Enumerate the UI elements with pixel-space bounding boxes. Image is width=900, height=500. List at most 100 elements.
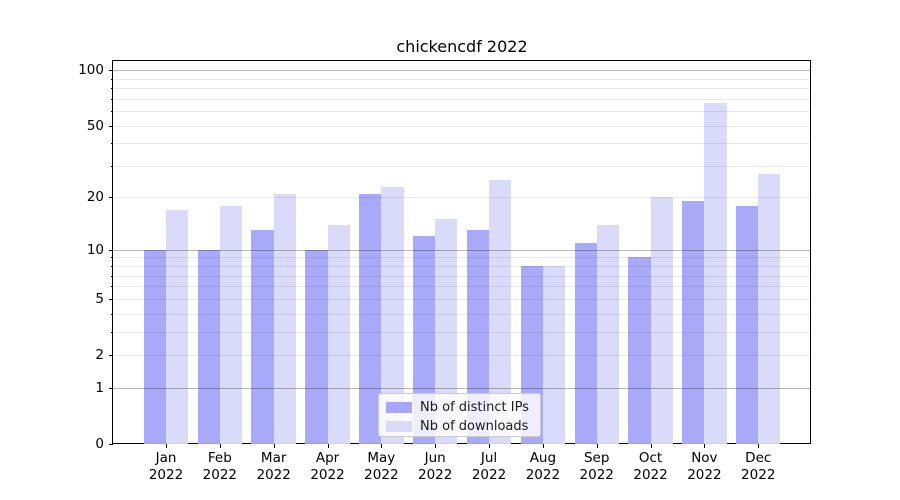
gridline-minor xyxy=(113,143,811,145)
gridline-major xyxy=(113,249,811,251)
x-tick-mark xyxy=(381,444,383,448)
y-minor-tick-mark xyxy=(110,98,113,100)
y-minor-tick-mark xyxy=(110,331,113,333)
y-tick-label: 10 xyxy=(86,241,104,258)
x-tick-year: 2022 xyxy=(418,467,453,483)
gridline-minor xyxy=(113,111,811,113)
x-tick-month: Nov xyxy=(691,450,718,466)
bar-downloads-nov xyxy=(704,103,727,444)
x-tick-mark xyxy=(435,444,437,448)
x-tick-label-nov: Nov 2022 xyxy=(676,450,732,484)
y-minor-tick-mark xyxy=(110,125,113,127)
legend: Nb of distinct IPs Nb of downloads xyxy=(378,393,541,437)
bar-ips-feb xyxy=(197,249,220,444)
bar-downloads-may xyxy=(381,186,404,444)
gridline-minor xyxy=(113,125,811,127)
gridline-minor xyxy=(113,78,811,80)
gridline-major xyxy=(113,70,811,72)
bar-ips-may xyxy=(359,193,382,444)
bar-downloads-feb xyxy=(219,205,243,444)
bar-ips-apr xyxy=(305,249,328,444)
bar-ips-mar xyxy=(251,230,274,444)
y-tick-label: 20 xyxy=(86,189,104,206)
x-tick-year: 2022 xyxy=(148,467,184,483)
gridline-minor xyxy=(113,286,811,288)
y-minor-tick-mark xyxy=(110,313,113,315)
x-tick-label-mar: Mar 2022 xyxy=(246,450,302,484)
gridline-minor xyxy=(113,98,811,100)
gridline-minor xyxy=(113,88,811,90)
gridline-minor xyxy=(113,266,811,268)
gridline-minor xyxy=(113,313,811,315)
x-tick-month: Jun xyxy=(424,450,446,466)
y-tick-mark xyxy=(108,70,113,72)
x-tick-year: 2022 xyxy=(471,467,507,483)
y-tick-mark xyxy=(108,387,113,389)
x-tick-mark xyxy=(166,444,167,448)
x-tick-year: 2022 xyxy=(256,467,291,483)
y-minor-tick-mark xyxy=(110,355,113,356)
legend-entry: Nb of downloads xyxy=(386,417,533,436)
chart-title: chickencdf 2022 xyxy=(396,37,528,56)
x-tick-year: 2022 xyxy=(579,467,614,483)
x-tick-mark xyxy=(273,444,275,448)
x-tick-label-jun: Jun 2022 xyxy=(407,450,463,484)
y-tick-label: 50 xyxy=(86,117,104,134)
x-tick-year: 2022 xyxy=(687,467,722,483)
plot-area xyxy=(112,60,811,444)
bar-downloads-jan xyxy=(166,209,189,444)
x-tick-month: Jan xyxy=(155,450,177,466)
x-tick-year: 2022 xyxy=(525,467,561,483)
gridline-minor xyxy=(113,355,811,356)
legend-swatch xyxy=(386,402,412,413)
legend-label: Nb of downloads xyxy=(420,419,529,434)
y-tick-label: 2 xyxy=(95,347,104,363)
x-tick-month: Dec xyxy=(745,450,772,466)
bar-ips-jul xyxy=(466,230,490,444)
y-tick-mark xyxy=(108,249,113,251)
x-tick-mark xyxy=(704,444,706,448)
x-tick-month: Apr xyxy=(315,450,340,466)
x-tick-month: May xyxy=(367,450,396,466)
x-tick-year: 2022 xyxy=(741,467,776,483)
x-tick-label-jan: Jan 2022 xyxy=(138,450,194,484)
y-tick-mark xyxy=(108,444,113,445)
x-tick-month: Feb xyxy=(207,450,232,466)
y-minor-tick-mark xyxy=(110,111,113,113)
y-minor-tick-mark xyxy=(110,197,113,199)
y-minor-tick-mark xyxy=(110,143,113,145)
x-tick-year: 2022 xyxy=(202,467,237,483)
y-tick-label: 100 xyxy=(78,62,104,79)
bar-downloads-dec xyxy=(758,174,781,444)
bar-downloads-aug xyxy=(542,266,566,444)
bar-downloads-jun xyxy=(435,219,458,444)
bar-downloads-sep xyxy=(596,224,619,444)
x-tick-month: Sep xyxy=(583,450,610,466)
y-minor-tick-mark xyxy=(110,275,113,277)
x-tick-mark xyxy=(596,444,598,448)
bar-ips-jan xyxy=(143,249,166,444)
bar-downloads-jul xyxy=(489,180,512,444)
gridline-minor xyxy=(113,331,811,333)
x-tick-label-aug: Aug 2022 xyxy=(515,450,571,484)
x-tick-year: 2022 xyxy=(364,467,399,483)
x-tick-year: 2022 xyxy=(633,467,668,483)
x-tick-mark xyxy=(489,444,491,448)
x-tick-label-feb: Feb 2022 xyxy=(192,450,248,484)
y-minor-tick-mark xyxy=(110,88,113,90)
x-tick-label-oct: Oct 2022 xyxy=(623,450,679,484)
y-minor-tick-mark xyxy=(110,165,113,167)
y-tick-label: 1 xyxy=(95,379,104,396)
bar-ips-nov xyxy=(682,201,705,444)
gridline-minor xyxy=(113,275,811,277)
y-tick-label: 0 xyxy=(95,436,104,452)
x-tick-month: Oct xyxy=(638,450,663,466)
gridline-major xyxy=(113,387,811,389)
x-tick-mark xyxy=(542,444,544,448)
x-tick-mark xyxy=(327,444,329,448)
bar-downloads-oct xyxy=(650,197,673,444)
y-minor-tick-mark xyxy=(110,286,113,288)
x-tick-mark xyxy=(219,444,221,448)
y-tick-label: 5 xyxy=(95,290,104,307)
